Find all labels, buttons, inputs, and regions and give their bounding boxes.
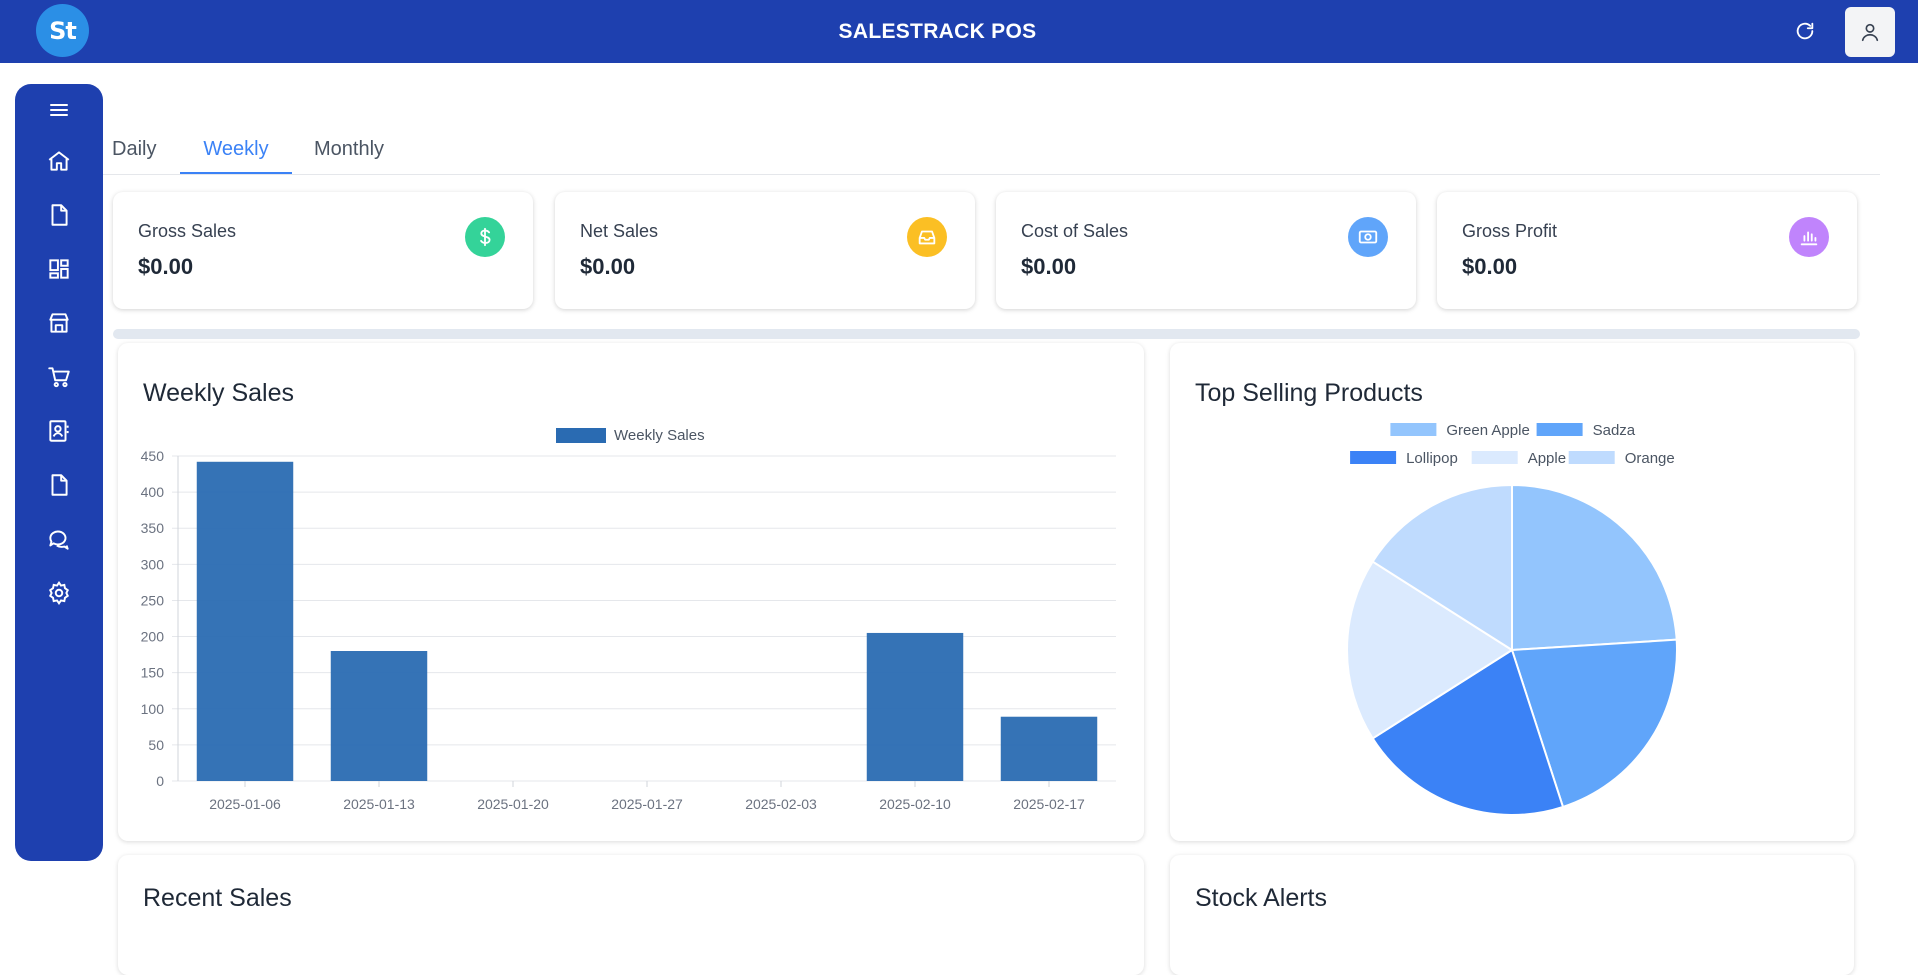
y-tick-label: 250 [141, 592, 165, 608]
stock-alerts-panel: Stock Alerts [1170, 855, 1854, 975]
legend-swatch [1471, 451, 1518, 464]
sidebar [15, 84, 103, 861]
card-value: $0.00 [138, 254, 194, 279]
x-tick-label: 2025-01-27 [611, 796, 683, 812]
card-label: Gross Profit [1462, 221, 1558, 241]
y-tick-label: 300 [141, 556, 165, 572]
sidebar-item-menu[interactable] [45, 96, 73, 124]
tab-daily[interactable]: Daily [112, 138, 157, 160]
x-tick-label: 2025-02-17 [1013, 796, 1085, 812]
pie-slice [1510, 638, 1678, 809]
refresh-icon [1796, 22, 1814, 40]
recent-sales-panel: Recent Sales [118, 855, 1144, 975]
refresh-button[interactable] [1792, 18, 1818, 44]
top-selling-panel: Top Selling Products Green Apple Sadza Lol… [1170, 343, 1854, 841]
dashboard-icon [49, 259, 69, 279]
legend-label: Apple [1528, 450, 1566, 467]
gross-sales-card: Gross Sales $0.00 [113, 192, 533, 309]
x-tick-label: 2025-01-20 [477, 796, 549, 812]
home-icon [48, 151, 70, 171]
cash-icon [1348, 217, 1388, 257]
pie-slice [1346, 560, 1514, 740]
sidebar-item-cart[interactable] [45, 363, 73, 391]
file-icon [51, 474, 68, 496]
panel-title: Stock Alerts [1195, 884, 1327, 912]
period-tabs: Daily Weekly Monthly [103, 118, 1880, 175]
top-selling-pie-chart: Green Apple Sadza Lollipop Apple Orange [1346, 422, 1678, 816]
sidebar-item-store[interactable] [45, 309, 73, 337]
y-tick-label: 0 [156, 773, 164, 789]
legend-label: Orange [1625, 450, 1675, 467]
net-sales-card: Net Sales $0.00 [555, 192, 975, 309]
sidebar-item-settings[interactable] [45, 579, 73, 607]
settings-icon [48, 580, 70, 606]
panel-title: Weekly Sales [143, 379, 294, 407]
legend-swatch [1536, 423, 1583, 436]
gross-profit-card: Gross Profit $0.00 [1437, 192, 1857, 309]
card-value: $0.00 [580, 254, 636, 279]
pie-slice [1511, 483, 1678, 652]
loading-progress-bar [113, 329, 1860, 339]
pie-slice [1371, 648, 1565, 816]
bar-chart-icon [1789, 217, 1829, 257]
y-tick-label: 100 [141, 701, 165, 717]
legend-swatch [1568, 451, 1615, 464]
weekly-sales-panel: Weekly Sales Weekly Sales 0 50 100 150 200 250… [118, 343, 1144, 841]
weekly-sales-bar-chart: Weekly Sales 0 50 100 150 200 250 300 350 400 450 2… [141, 427, 1116, 812]
dollar-icon [465, 217, 505, 257]
card-value: $0.00 [1021, 254, 1077, 279]
y-tick-label: 200 [141, 629, 165, 645]
sidebar-item-files[interactable] [45, 471, 73, 499]
sidebar-item-contacts[interactable] [45, 417, 73, 445]
x-tick-label: 2025-02-03 [745, 796, 817, 812]
user-icon [1861, 23, 1879, 42]
legend-label: Lollipop [1406, 450, 1458, 467]
x-tick-label: 2025-01-13 [343, 796, 415, 812]
top-bar: St SALESTRACK POS [0, 0, 1918, 63]
app-title: SALESTRACK POS [838, 20, 1037, 43]
panel-title: Recent Sales [143, 884, 292, 912]
card-label: Gross Sales [138, 221, 237, 241]
document-icon [51, 204, 68, 226]
legend-swatch [1350, 451, 1397, 464]
sidebar-item-documents[interactable] [45, 201, 73, 229]
store-icon [49, 313, 69, 333]
x-tick-label: 2025-01-06 [209, 796, 281, 812]
app-logo[interactable]: St [36, 4, 89, 57]
x-tick-label: 2025-02-10 [879, 796, 951, 812]
user-menu-button[interactable] [1845, 7, 1895, 57]
legend-label: Sadza [1593, 422, 1636, 439]
bar [330, 651, 428, 781]
y-tick-label: 50 [148, 737, 164, 753]
tab-monthly[interactable]: Monthly [314, 138, 385, 160]
tab-weekly[interactable]: Weekly [180, 128, 292, 174]
chat-icon [49, 530, 69, 550]
card-value: $0.00 [1462, 254, 1518, 279]
menu-icon [50, 104, 68, 116]
bar [1000, 716, 1098, 781]
legend-label: Weekly Sales [614, 427, 705, 444]
sidebar-item-messages[interactable] [45, 525, 73, 553]
cart-icon [48, 367, 70, 388]
pie-slice [1371, 483, 1513, 652]
y-tick-label: 350 [141, 520, 165, 536]
bar [196, 461, 294, 781]
y-tick-label: 400 [141, 484, 165, 500]
legend-swatch [556, 428, 606, 443]
panel-title: Top Selling Products [1195, 379, 1423, 407]
legend-label: Green Apple [1446, 422, 1529, 439]
card-label: Cost of Sales [1021, 221, 1129, 241]
cost-of-sales-card: Cost of Sales $0.00 [996, 192, 1416, 309]
legend-swatch [1390, 423, 1437, 436]
sidebar-item-home[interactable] [45, 147, 73, 175]
card-label: Net Sales [580, 221, 659, 241]
inbox-icon [907, 217, 947, 257]
bar [866, 632, 964, 781]
y-tick-label: 450 [141, 448, 165, 464]
contacts-icon [49, 420, 69, 442]
y-tick-label: 150 [141, 665, 165, 681]
sidebar-item-dashboard[interactable] [45, 255, 73, 283]
